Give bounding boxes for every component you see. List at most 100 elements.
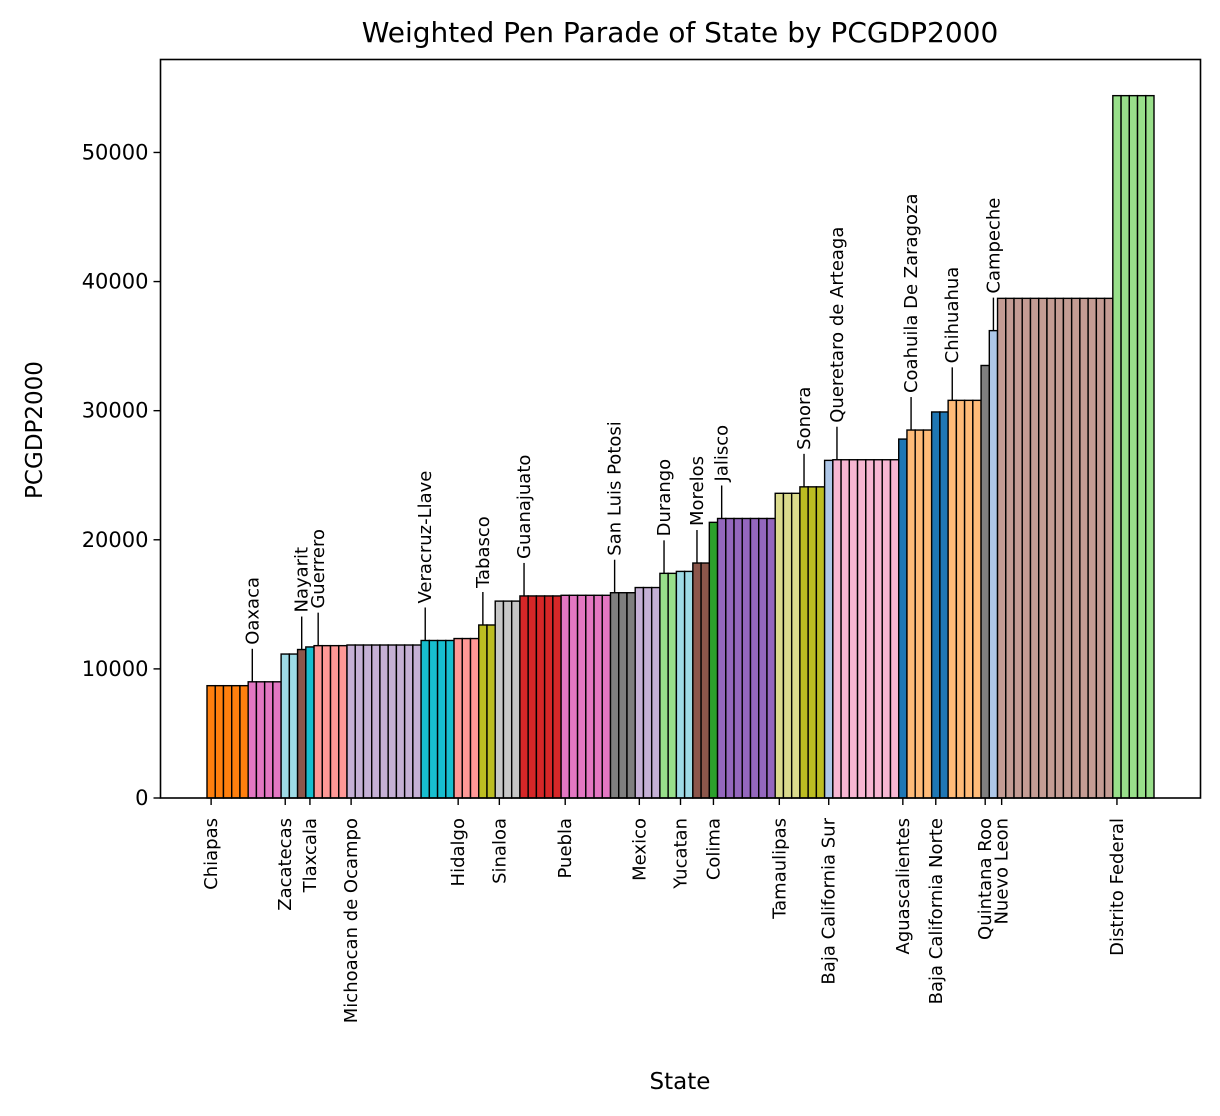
bar-puebla: [576, 594, 587, 799]
state-label-chihuahua: Chihuahua: [942, 267, 963, 364]
bar-veracruz-llave: [445, 639, 455, 799]
bar-queretaro-de-arteaga: [881, 459, 892, 799]
bar-guerrero: [313, 644, 323, 799]
bar-chihuahua: [972, 399, 982, 799]
bar-michoacan-de-ocampo: [354, 644, 365, 799]
bar-mexico: [650, 586, 661, 799]
state-label-quintana-roo: Quintana Roo: [975, 818, 996, 940]
bar-chiapas: [222, 684, 233, 799]
bar-oaxaca: [263, 681, 274, 799]
y-axis: 0 10000 20000 30000 40000 50000: [82, 140, 161, 810]
bar-distrito-federal: [1145, 94, 1155, 799]
bar-tamaulipas: [774, 492, 785, 799]
bar-veracruz-llave: [428, 639, 439, 799]
bar-michoacan-de-ocampo: [379, 644, 389, 799]
bar-nuevo-leon: [1095, 297, 1106, 799]
label-leaders-group: [251, 297, 995, 682]
state-label-aguascalientes: Aguascalientes: [893, 818, 914, 954]
bar-michoacan-de-ocampo: [412, 644, 422, 799]
state-label-sonora: Sonora: [794, 387, 815, 450]
state-label-yucatan: Yucatan: [671, 818, 692, 890]
bar-sinaloa: [502, 600, 513, 799]
bar-jalisco: [766, 517, 776, 799]
bar-jalisco: [733, 517, 743, 799]
state-label-queretaro-de-arteaga: Queretaro de Arteaga: [827, 227, 848, 423]
bar-nuevo-leon: [1038, 297, 1048, 799]
bar-oaxaca: [255, 681, 266, 799]
bar-sinaloa: [510, 600, 521, 799]
bar-baja-california-norte: [939, 411, 949, 799]
bar-hidalgo: [469, 637, 480, 799]
bar-sonora: [799, 486, 809, 799]
y-tick-label: 20000: [82, 528, 149, 552]
state-label-guanajuato: Guanajuato: [514, 455, 535, 559]
bar-durango: [667, 572, 678, 799]
bar-zacatecas: [288, 653, 299, 799]
bar-jalisco: [741, 517, 752, 799]
bar-oaxaca: [272, 681, 282, 799]
bar-nuevo-leon: [1070, 297, 1081, 799]
bar-guanajuato: [543, 595, 554, 799]
bar-guerrero: [338, 644, 348, 799]
bar-distrito-federal: [1112, 94, 1122, 799]
bar-mexico: [634, 586, 645, 799]
bar-distrito-federal: [1120, 94, 1130, 799]
bar-queretaro-de-arteaga: [856, 459, 867, 799]
bar-coahuila-de-zaragoza: [922, 429, 933, 799]
bar-tabasco: [486, 624, 496, 799]
bar-chiapas: [214, 684, 225, 799]
bar-guanajuato: [535, 595, 546, 799]
bar-coahuila-de-zaragoza: [914, 429, 925, 799]
bar-hidalgo: [461, 637, 472, 799]
bar-puebla: [585, 594, 595, 799]
bar-michoacan-de-ocampo: [362, 644, 373, 799]
state-label-nayarit: Nayarit: [292, 547, 313, 613]
bar-oaxaca: [247, 681, 258, 799]
state-label-oaxaca: Oaxaca: [242, 577, 263, 645]
state-label-guerrero: Guerrero: [308, 529, 329, 609]
y-axis-label: PCGDP2000: [22, 361, 48, 499]
bar-nayarit: [296, 648, 307, 799]
bar-veracruz-llave: [420, 639, 431, 799]
bar-nuevo-leon: [996, 297, 1007, 799]
bar-jalisco: [749, 517, 760, 799]
bar-queretaro-de-arteaga: [832, 459, 842, 799]
bar-mexico: [642, 586, 653, 799]
bar-chiapas: [231, 684, 241, 799]
bar-coahuila-de-zaragoza: [906, 429, 916, 799]
bar-nuevo-leon: [1046, 297, 1056, 799]
bar-michoacan-de-ocampo: [395, 644, 406, 799]
bar-distrito-federal: [1128, 94, 1139, 799]
bar-nuevo-leon: [1079, 297, 1089, 799]
y-tick-label: 40000: [82, 270, 149, 294]
bar-tlaxcala: [305, 646, 315, 799]
bar-chihuahua: [963, 399, 974, 799]
state-label-zacatecas: Zacatecas: [275, 818, 296, 911]
bar-michoacan-de-ocampo: [403, 644, 414, 799]
bar-puebla: [568, 594, 579, 799]
x-axis-label: State: [650, 1069, 711, 1095]
bar-san-luis-potosi: [626, 592, 636, 799]
state-label-jalisco: Jalisco: [712, 425, 733, 483]
y-tick-label: 0: [135, 786, 148, 810]
bar-veracruz-llave: [436, 639, 447, 799]
bar-jalisco: [758, 517, 768, 799]
bar-baja-california-norte: [930, 411, 941, 799]
state-label-baja-california-sur: Baja California Sur: [819, 817, 840, 984]
bar-nuevo-leon: [1029, 297, 1040, 799]
state-label-nuevo-leon: Nuevo Leon: [992, 818, 1013, 925]
bar-yucatan: [683, 570, 694, 799]
bar-nuevo-leon: [1103, 297, 1114, 799]
bar-nuevo-leon: [1087, 297, 1098, 799]
bar-michoacan-de-ocampo: [370, 644, 381, 799]
bar-san-luis-potosi: [609, 592, 620, 799]
bar-chiapas: [206, 684, 216, 799]
bar-nuevo-leon: [1013, 297, 1023, 799]
bar-yucatan: [675, 570, 686, 799]
bar-nuevo-leon: [1054, 297, 1065, 799]
bar-queretaro-de-arteaga: [889, 459, 900, 799]
state-label-mexico: Mexico: [629, 818, 650, 881]
bar-aguascalientes: [898, 438, 908, 799]
